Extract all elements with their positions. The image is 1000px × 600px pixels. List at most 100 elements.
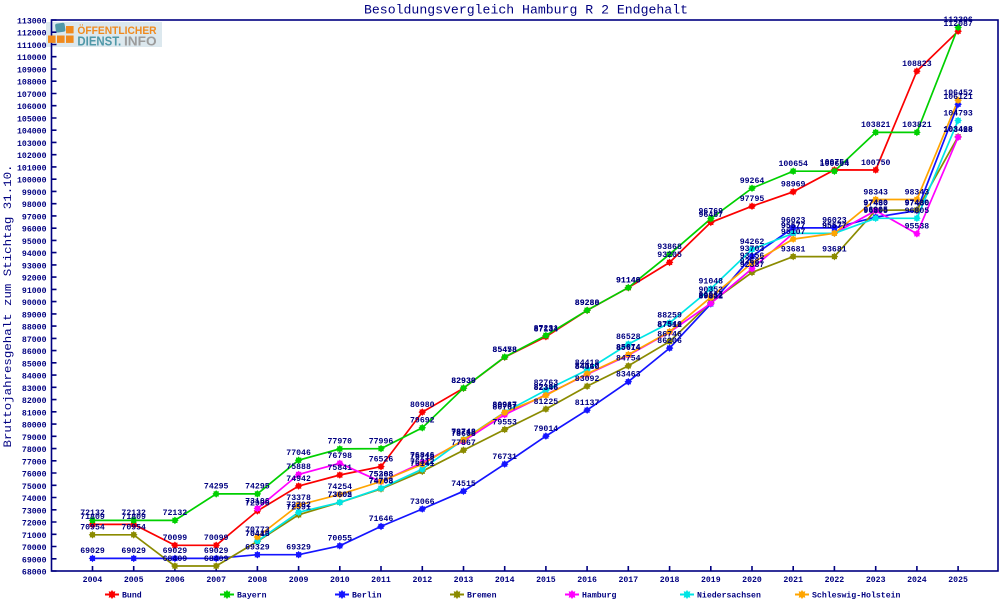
svg-text:69029: 69029 [204,547,229,556]
svg-text:96000: 96000 [22,226,47,235]
svg-text:Bund: Bund [122,591,142,600]
svg-text:80980: 80980 [410,401,435,410]
svg-text:87134: 87134 [534,326,559,335]
svg-text:75841: 75841 [328,464,353,473]
svg-text:89288: 89288 [575,299,600,308]
svg-text:83463: 83463 [616,371,641,380]
svg-text:84000: 84000 [22,373,47,382]
svg-text:Hamburg: Hamburg [582,591,616,600]
svg-text:85478: 85478 [492,346,517,355]
svg-text:72132: 72132 [80,509,105,518]
svg-text:72132: 72132 [163,509,188,518]
svg-text:96023: 96023 [781,217,806,226]
svg-text:82000: 82000 [22,397,47,406]
svg-text:74000: 74000 [22,495,47,504]
svg-text:92387: 92387 [740,261,765,270]
svg-text:97430: 97430 [863,199,888,208]
svg-text:79014: 79014 [534,425,559,434]
svg-text:95000: 95000 [22,238,47,247]
svg-text:100000: 100000 [17,177,47,186]
svg-text:82396: 82396 [534,384,559,393]
svg-text:92687: 92687 [740,258,765,267]
svg-text:87512: 87512 [657,321,682,330]
svg-text:77867: 77867 [451,439,476,448]
svg-text:95577: 95577 [822,222,847,231]
svg-text:73106: 73106 [245,497,270,506]
svg-text:78748: 78748 [451,428,476,437]
svg-text:107000: 107000 [17,91,47,100]
svg-text:81137: 81137 [575,399,600,408]
svg-text:71646: 71646 [369,515,394,524]
svg-text:81000: 81000 [22,409,47,418]
svg-text:74758: 74758 [369,477,394,486]
svg-text:74254: 74254 [328,483,353,492]
svg-text:105000: 105000 [17,116,47,125]
svg-text:99000: 99000 [22,189,47,198]
svg-text:74295: 74295 [204,483,229,492]
svg-text:2004: 2004 [83,576,103,585]
svg-text:Bruttojahresgehalt zum Stichta: Bruttojahresgehalt zum Stichtag 31.10. [3,165,15,448]
svg-text:87000: 87000 [22,336,47,345]
svg-text:76526: 76526 [369,455,394,464]
svg-text:96023: 96023 [822,217,847,226]
svg-text:93156: 93156 [740,252,765,261]
svg-text:102000: 102000 [17,152,47,161]
svg-text:Bremen: Bremen [467,592,497,600]
svg-text:2012: 2012 [412,576,432,585]
svg-text:112396: 112396 [943,16,973,25]
svg-text:77996: 77996 [369,437,394,446]
svg-text:103428: 103428 [943,126,973,135]
svg-text:84754: 84754 [616,355,641,364]
svg-text:97460: 97460 [863,199,888,208]
svg-text:103821: 103821 [861,121,891,130]
svg-text:69029: 69029 [80,547,105,556]
svg-text:76731: 76731 [492,453,517,462]
svg-text:86206: 86206 [657,337,682,346]
svg-text:80947: 80947 [492,401,517,410]
svg-text:74515: 74515 [451,480,476,489]
svg-text:95107: 95107 [781,228,806,237]
svg-text:72906: 72906 [245,500,270,509]
svg-text:82939: 82939 [451,377,476,386]
svg-text:ÖFFENTLICHER: ÖFFENTLICHER [77,24,157,37]
svg-text:71809: 71809 [121,513,146,522]
svg-text:2006: 2006 [165,576,185,585]
svg-text:97795: 97795 [740,195,765,204]
svg-text:93703: 93703 [740,245,765,254]
svg-text:71809: 71809 [80,513,105,522]
svg-text:75000: 75000 [22,483,47,492]
svg-text:85614: 85614 [616,344,641,353]
svg-text:Berlin: Berlin [352,591,382,600]
svg-text:70099: 70099 [163,534,188,543]
svg-text:2019: 2019 [701,576,721,585]
svg-text:96805: 96805 [863,207,888,216]
svg-text:80000: 80000 [22,422,47,431]
svg-text:95577: 95577 [822,222,847,231]
svg-text:Besoldungsvergleich Hamburg R: Besoldungsvergleich Hamburg R 2 Endgehal… [364,3,688,18]
svg-text:2007: 2007 [206,576,226,585]
svg-text:2022: 2022 [825,576,845,585]
svg-text:76846: 76846 [410,452,435,461]
svg-text:73602: 73602 [328,491,353,500]
svg-text:89852: 89852 [699,292,724,301]
svg-text:2013: 2013 [454,576,474,585]
svg-text:70443: 70443 [245,530,270,539]
svg-text:111000: 111000 [17,42,47,51]
svg-text:2024: 2024 [907,576,927,585]
svg-text:97480: 97480 [905,199,930,208]
svg-text:98969: 98969 [781,181,806,190]
svg-text:109000: 109000 [17,67,47,76]
svg-text:2021: 2021 [783,576,803,585]
svg-text:94262: 94262 [740,238,765,247]
svg-text:2005: 2005 [124,576,144,585]
svg-text:2008: 2008 [248,576,268,585]
svg-text:92000: 92000 [22,275,47,284]
svg-text:93205: 93205 [657,251,682,260]
svg-text:91140: 91140 [616,277,641,286]
svg-text:68000: 68000 [22,569,47,578]
svg-text:84112: 84112 [575,363,600,372]
svg-text:80967: 80967 [492,401,517,410]
svg-text:77046: 77046 [286,449,311,458]
svg-text:100754: 100754 [820,159,850,168]
svg-text:96467: 96467 [699,211,724,220]
